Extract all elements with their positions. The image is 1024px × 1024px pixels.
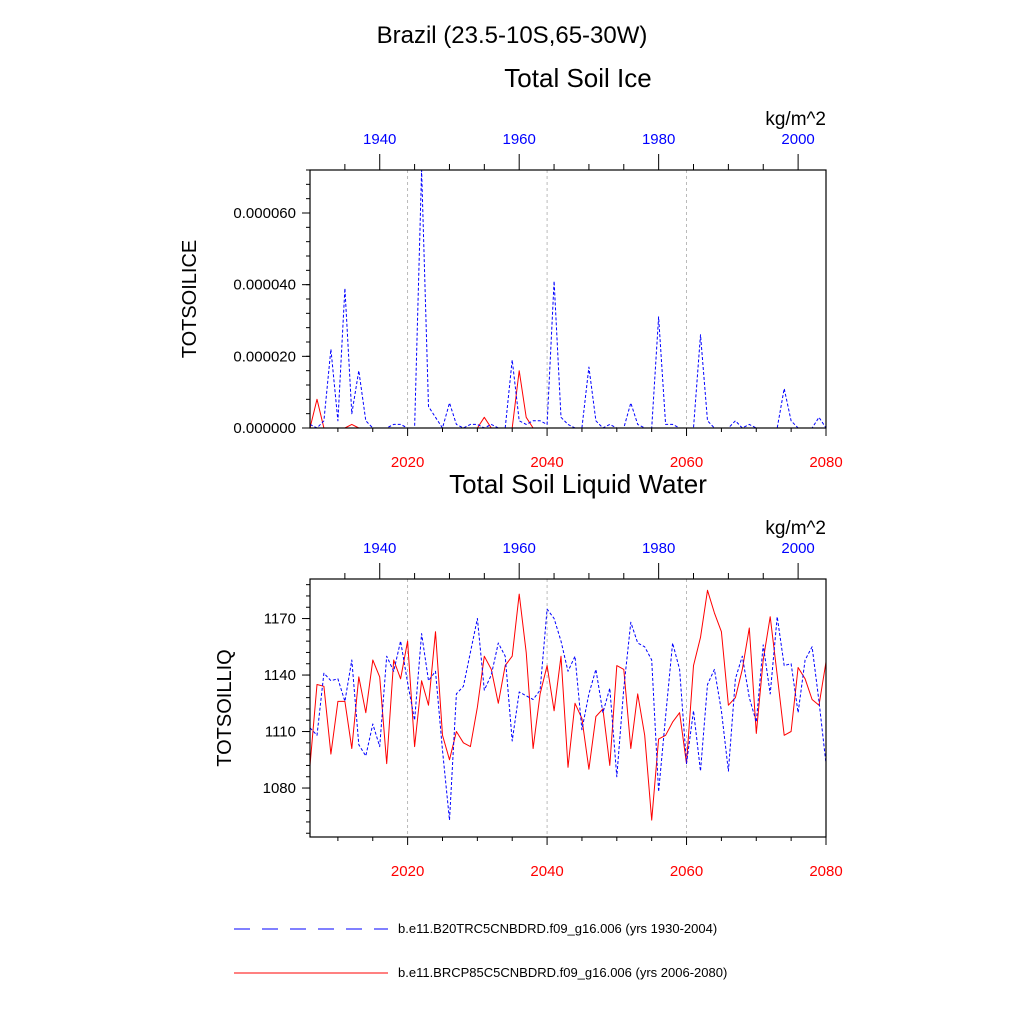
- series-line-historical: [309, 608, 827, 821]
- figure-suptitle: Brazil (23.5-10S,65-30W): [377, 22, 648, 49]
- series-line-historical: [309, 169, 827, 429]
- x-bottom-tick-label: 2080: [809, 863, 842, 880]
- units-label: kg/m^2: [765, 109, 826, 130]
- x-bottom-tick-label: 2060: [670, 454, 703, 471]
- y-tick-label: 1110: [265, 724, 296, 741]
- x-top-tick-label: 1960: [503, 131, 536, 148]
- chart-title: Total Soil Ice: [504, 63, 651, 93]
- plot-frame: [309, 169, 827, 429]
- chart-title: Total Soil Liquid Water: [449, 469, 707, 499]
- units-label: kg/m^2: [765, 518, 826, 539]
- y-tick-label: 0.000040: [233, 277, 296, 294]
- legend: b.e11.B20TRC5CNBDRD.f09_g16.006 (yrs 193…: [234, 921, 727, 980]
- x-top-tick-label: 1960: [503, 540, 536, 557]
- y-tick-label: 0.000020: [233, 348, 296, 365]
- x-bottom-tick-label: 2040: [530, 863, 563, 880]
- legend-label-historical: b.e11.B20TRC5CNBDRD.f09_g16.006 (yrs 193…: [398, 921, 717, 936]
- x-bottom-tick-label: 2020: [391, 454, 424, 471]
- y-tick-label: 1140: [264, 667, 296, 684]
- y-tick-label: 0.000000: [233, 420, 296, 437]
- x-top-tick-label: 1980: [642, 540, 675, 557]
- x-top-tick-label: 2000: [781, 540, 814, 557]
- series-line-future: [309, 589, 827, 821]
- x-top-tick-label: 2000: [781, 131, 814, 148]
- y-axis-label: TOTSOILICE: [179, 240, 201, 359]
- y-axis-label: TOTSOILLIQ: [214, 649, 236, 766]
- x-top-tick-label: 1980: [642, 131, 675, 148]
- x-bottom-tick-label: 2080: [809, 454, 842, 471]
- x-top-tick-label: 1940: [363, 131, 396, 148]
- legend-label-future: b.e11.BRCP85C5CNBDRD.f09_g16.006 (yrs 20…: [398, 965, 727, 980]
- plot-frame: [309, 578, 827, 838]
- y-tick-label: 1080: [263, 780, 296, 797]
- y-tick-label: 0.000060: [233, 205, 296, 222]
- x-bottom-tick-label: 2040: [530, 454, 563, 471]
- y-tick-label: 1170: [264, 611, 296, 628]
- series-line-future: [309, 370, 826, 429]
- x-bottom-tick-label: 2020: [391, 863, 424, 880]
- x-top-tick-label: 1940: [363, 540, 396, 557]
- panel-total-soil-ice: Total Soil Ice kg/m^2 0.000000 0.000020 0.00…: [179, 63, 843, 471]
- x-bottom-tick-label: 2060: [670, 863, 703, 880]
- panel-total-soil-liquid-water: Total Soil Liquid Water kg/m^2 1080 1110 114…: [214, 469, 843, 880]
